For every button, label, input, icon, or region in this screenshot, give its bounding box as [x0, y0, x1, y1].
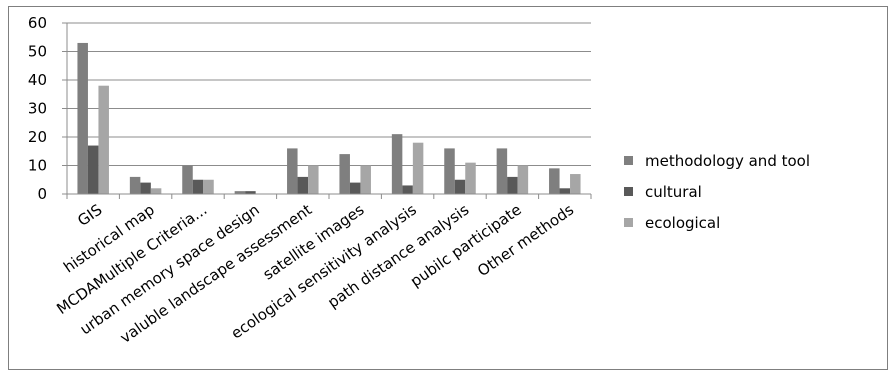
legend-label: methodology and tool	[645, 152, 810, 170]
bar-cultural	[559, 188, 571, 194]
bar-ecological	[570, 174, 581, 194]
bar-methodology-and-tool	[129, 176, 141, 194]
legend-label: cultural	[645, 183, 702, 201]
y-tick-labels: 0 10 20 30 40 50 60	[28, 14, 47, 203]
legend-swatch	[624, 187, 633, 196]
bar-cultural	[507, 176, 518, 194]
y-tick-label: 30	[28, 100, 47, 118]
gridlines	[67, 22, 591, 166]
bar-methodology-and-tool	[496, 148, 508, 194]
bar-methodology-and-tool	[234, 191, 246, 194]
legend-swatch	[624, 218, 633, 227]
y-tick-label: 50	[28, 43, 47, 61]
legend-label: ecological	[645, 214, 720, 232]
bar-cultural	[245, 191, 256, 194]
x-tick-label: GIS	[74, 201, 105, 230]
bar-ecological	[465, 162, 476, 194]
bar-ecological	[150, 188, 162, 194]
bar-methodology-and-tool	[182, 165, 193, 194]
bar-cultural	[454, 179, 466, 194]
bar-cultural	[87, 145, 99, 194]
bar-ecological	[360, 165, 371, 194]
y-tick-label: 20	[28, 128, 47, 146]
bar-ecological	[98, 85, 109, 194]
legend-swatch	[624, 156, 633, 165]
bar-ecological	[203, 179, 214, 194]
y-tick-label: 10	[28, 157, 47, 175]
bar-cultural	[402, 185, 413, 194]
bar-methodology-and-tool	[549, 168, 560, 194]
bar-methodology-and-tool	[444, 148, 455, 194]
x-tick-label: Other methods	[474, 200, 577, 280]
bar-ecological	[308, 165, 319, 194]
bar-cultural	[297, 176, 309, 194]
bar-ecological	[412, 142, 424, 194]
axes	[62, 22, 592, 199]
bar-methodology-and-tool	[339, 154, 350, 194]
y-tick-label: 0	[37, 185, 47, 203]
bar-cultural	[349, 182, 361, 194]
bar-methodology-and-tool	[391, 134, 403, 194]
bar-methodology-and-tool	[287, 148, 298, 194]
bar-cultural	[192, 179, 204, 194]
bar-cultural	[140, 182, 151, 194]
bar-ecological	[517, 165, 529, 194]
bars	[77, 42, 581, 195]
y-tick-label: 40	[28, 71, 47, 89]
legend: methodology and tool cultural ecological	[624, 152, 810, 232]
bar-methodology-and-tool	[77, 42, 88, 195]
y-tick-label: 60	[28, 14, 47, 32]
